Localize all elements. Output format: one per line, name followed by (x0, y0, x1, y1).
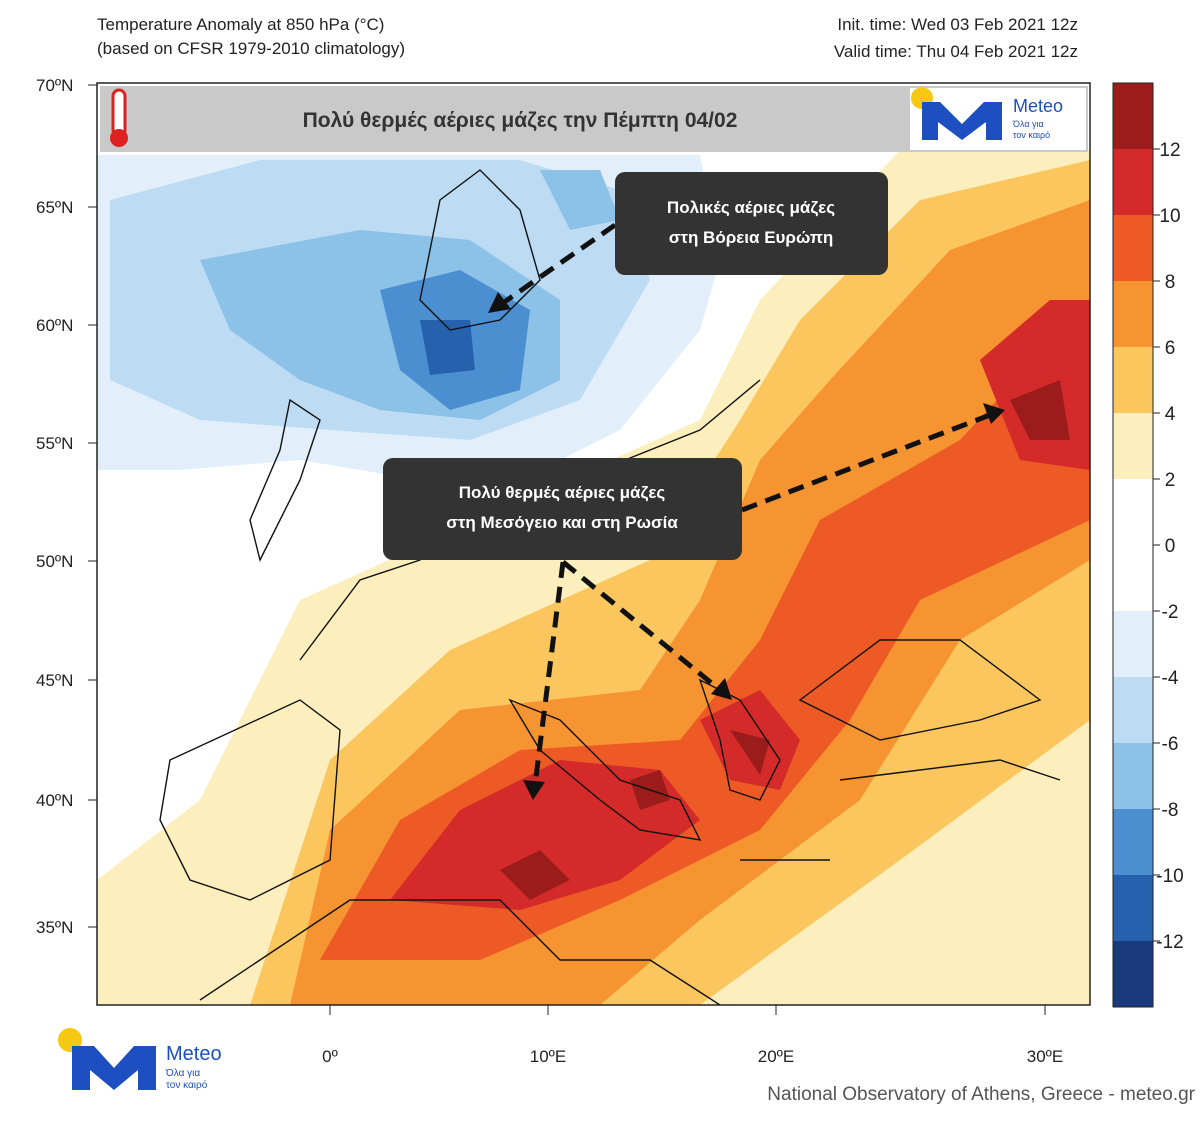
coastline (740, 759, 1061, 861)
logo-tagline: Όλα για (165, 1068, 200, 1079)
colorbar-band (1113, 743, 1153, 809)
arrow (532, 561, 566, 786)
logo-tagline: τον καιρό (166, 1079, 208, 1091)
colorbar-band (1113, 215, 1153, 281)
annotation-text: Πολικές αέριες μάζες (667, 198, 835, 217)
colorbar-band (1113, 281, 1153, 347)
colorbar-band (1113, 545, 1153, 611)
latitude-label: 50ºN (36, 552, 73, 571)
logo-name: Meteo (1013, 96, 1063, 116)
annotation: Πολικές αέριες μάζες στη Βόρεια Ευρώπη (615, 172, 888, 275)
colorbar-label: -4 (1162, 668, 1179, 689)
latitude-label: 60ºN (36, 316, 73, 335)
colorbar-band (1113, 479, 1153, 545)
colorbar-band (1113, 413, 1153, 479)
latitude-label: 55ºN (36, 434, 73, 453)
longitude-label: 10ºE (530, 1047, 566, 1066)
logo-tagline: Όλα για (1012, 119, 1044, 129)
title-line: (based on CFSR 1979-2010 climatology) (97, 39, 405, 58)
colorbar-label: -6 (1162, 734, 1179, 755)
colorbar-label: 8 (1165, 272, 1176, 293)
annotation-text: στη Μεσόγειο και στη Ρωσία (446, 513, 678, 532)
arrowheads (488, 292, 1005, 800)
colorbar-label: -2 (1162, 602, 1179, 623)
anomaly-minus-10-12 (420, 320, 475, 375)
logo-tagline: τον καιρό (1013, 130, 1050, 140)
valid-time: Valid time: Thu 04 Feb 2021 12z (834, 42, 1078, 61)
banner: Πολύ θερμές αέριες μάζες την Πέμπτη 04/0… (100, 86, 1088, 152)
coastline (698, 639, 1042, 801)
latitude-label: 35ºN (36, 918, 73, 937)
arrow (741, 412, 991, 513)
colorbar-band (1113, 875, 1153, 941)
annotation: Πολύ θερμές αέριες μάζες στη Μεσόγειο κα… (383, 458, 742, 560)
credit: National Observatory of Athens, Greece -… (767, 1084, 1195, 1105)
anomaly-10-12 (390, 300, 1090, 910)
coastline (159, 699, 341, 901)
colorbar-band (1113, 809, 1153, 875)
longitude-labels: 0º 10ºE 20ºE 30ºE (322, 1005, 1063, 1066)
colorbar-band (1113, 611, 1153, 677)
logo-name: Meteo (166, 1043, 222, 1065)
coastline (419, 169, 541, 331)
annotation-box (615, 172, 888, 275)
colorbar-label: 6 (1165, 338, 1176, 359)
colorbar: 12 10 8 6 4 2 0 -2 -4 -6 -8 -10 -12 (1112, 82, 1184, 1008)
latitude-label: 70ºN (36, 76, 73, 95)
colorbar-label: 4 (1165, 404, 1176, 425)
annotation-arrows (498, 222, 991, 786)
latitude-labels: 70ºN 65ºN 60ºN 55ºN 50ºN 45ºN 40ºN 35ºN (36, 76, 97, 937)
colorbar-label: 2 (1165, 470, 1176, 491)
footer-logo: Meteo Όλα για τον καιρό (58, 1028, 222, 1091)
annotation-box (383, 458, 742, 560)
title-line: Temperature Anomaly at 850 hPa (°C) (97, 15, 384, 34)
map-frame (96, 82, 1091, 1006)
latitude-label: 45ºN (36, 671, 73, 690)
arrow (561, 560, 722, 692)
colorbar-band (1113, 83, 1153, 149)
arrowhead (983, 403, 1005, 424)
logo-mark (922, 102, 1002, 140)
annotation-text: Πολύ θερμές αέριες μάζες (459, 483, 666, 502)
arrowhead (711, 678, 732, 700)
latitude-label: 65ºN (36, 198, 73, 217)
colorbar-label: -8 (1162, 800, 1179, 821)
longitude-label: 20ºE (758, 1047, 794, 1066)
arrowhead (523, 780, 545, 800)
colorbar-label: 12 (1159, 140, 1180, 161)
coastline (199, 899, 721, 1005)
thermometer-bulb (110, 129, 128, 147)
annotation-text: στη Βόρεια Ευρώπη (669, 228, 834, 247)
colorbar-band (1113, 149, 1153, 215)
longitude-label: 0º (322, 1047, 338, 1066)
banner-title: Πολύ θερμές αέριες μάζες την Πέμπτη 04/0… (303, 109, 738, 132)
colorbar-band (1113, 677, 1153, 743)
colorbar-label: -10 (1156, 866, 1183, 887)
colorbar-band (1113, 347, 1153, 413)
colorbar-label: -12 (1156, 932, 1183, 953)
colorbar-band (1113, 941, 1153, 1007)
colorbar-label: 0 (1165, 536, 1176, 557)
latitude-label: 40ºN (36, 791, 73, 810)
colorbar-label: 10 (1159, 206, 1180, 227)
arrowhead (488, 292, 511, 313)
logo-mark (72, 1046, 156, 1090)
longitude-label: 30ºE (1027, 1047, 1063, 1066)
init-time: Init. time: Wed 03 Feb 2021 12z (837, 15, 1078, 34)
coastline (249, 398, 321, 563)
coastline (508, 698, 702, 841)
